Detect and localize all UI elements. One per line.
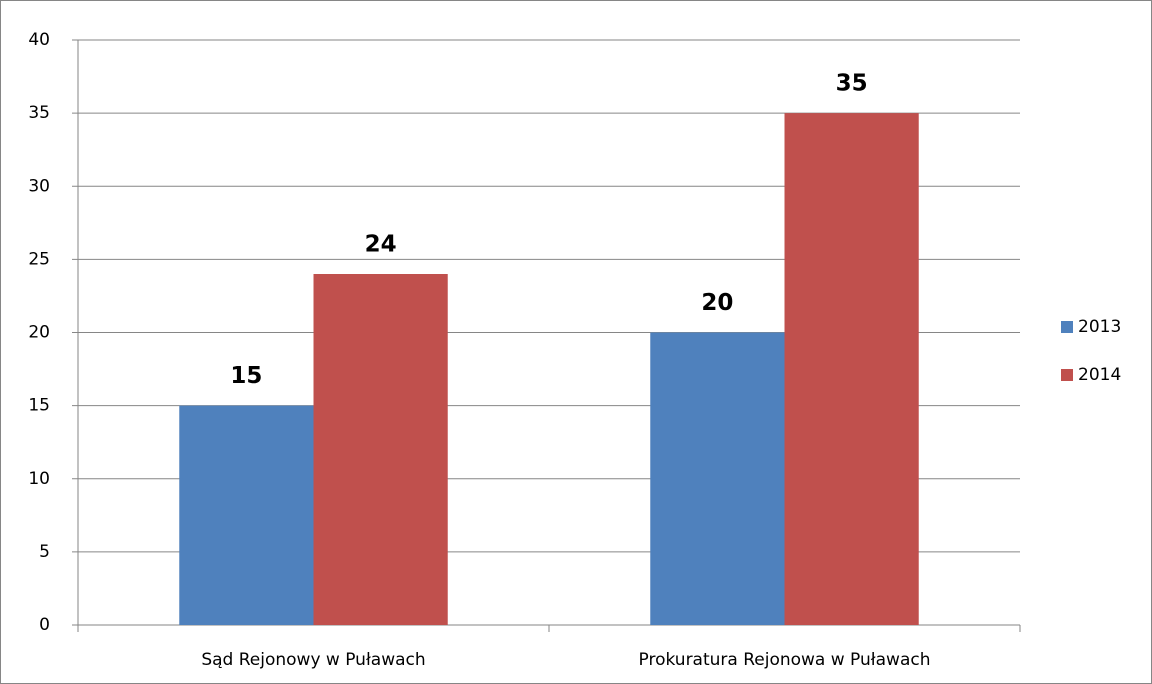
y-tick-label: 10 (28, 469, 50, 489)
y-tick-label: 40 (28, 30, 50, 50)
data-label: 24 (365, 232, 397, 258)
legend-swatch (1061, 321, 1073, 333)
x-tick-label: Prokuratura Rejonowa w Puławach (639, 650, 931, 670)
data-label: 15 (230, 363, 262, 389)
bar (784, 113, 919, 625)
bar (313, 274, 448, 625)
bar (179, 405, 314, 625)
y-tick-label: 15 (28, 396, 50, 416)
data-label: 20 (701, 290, 733, 316)
y-tick-label: 30 (28, 176, 50, 196)
data-label: 35 (836, 71, 868, 97)
y-tick-label: 25 (28, 249, 50, 269)
legend-label: 2014 (1078, 365, 1121, 385)
y-tick-label: 0 (39, 615, 50, 635)
legend-label: 2013 (1078, 317, 1121, 337)
y-tick-label: 5 (39, 542, 50, 562)
y-tick-label: 20 (28, 323, 50, 343)
x-tick-label: Sąd Rejonowy w Puławach (201, 650, 425, 670)
bar (650, 332, 785, 625)
y-tick-label: 35 (28, 103, 50, 123)
legend-swatch (1061, 369, 1073, 381)
